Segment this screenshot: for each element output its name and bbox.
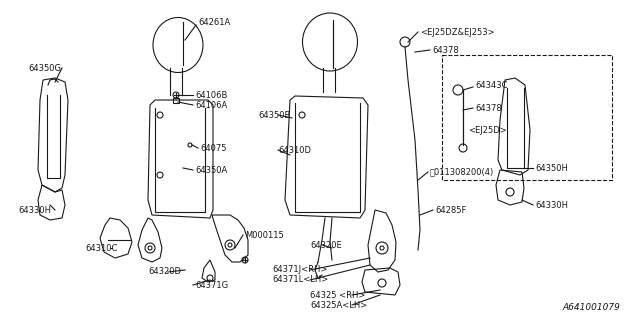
Text: 64378: 64378 <box>475 103 502 113</box>
Bar <box>442 55 612 180</box>
Text: 64350G: 64350G <box>28 63 61 73</box>
Text: 64350H: 64350H <box>535 164 568 172</box>
Text: A641001079: A641001079 <box>562 303 620 312</box>
Text: 64106B: 64106B <box>195 91 227 100</box>
Text: 64371J<RH>: 64371J<RH> <box>272 266 328 275</box>
Text: 64330H: 64330H <box>535 201 568 210</box>
Text: <EJ25DZ&EJ253>: <EJ25DZ&EJ253> <box>420 28 495 36</box>
Text: Ⓑ011308200(4): Ⓑ011308200(4) <box>430 167 494 177</box>
Text: 64310C: 64310C <box>85 244 117 252</box>
Text: 64106A: 64106A <box>195 100 227 109</box>
Text: 64371G: 64371G <box>195 281 228 290</box>
Text: 64320E: 64320E <box>310 241 342 250</box>
Text: 64330H: 64330H <box>18 205 51 214</box>
Text: 64350B: 64350B <box>258 110 291 119</box>
Text: 64285F: 64285F <box>435 205 467 214</box>
Text: 64261A: 64261A <box>198 18 230 27</box>
Text: 64378: 64378 <box>432 45 459 54</box>
Text: 64343C: 64343C <box>475 81 508 90</box>
Text: M000115: M000115 <box>245 230 284 239</box>
Text: <EJ25D>: <EJ25D> <box>468 125 507 134</box>
Text: 64325A<LH>: 64325A<LH> <box>310 300 367 309</box>
Text: 64325 <RH>: 64325 <RH> <box>310 291 365 300</box>
Text: 64320D: 64320D <box>148 268 181 276</box>
Text: 64371L<LH>: 64371L<LH> <box>272 276 328 284</box>
Text: 64075: 64075 <box>200 143 227 153</box>
Text: 64350A: 64350A <box>195 165 227 174</box>
Text: 64310D: 64310D <box>278 146 311 155</box>
